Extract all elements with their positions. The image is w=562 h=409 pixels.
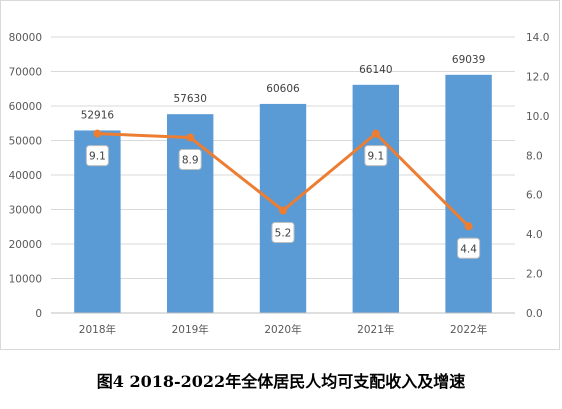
line-value-label: 4.4 [460, 243, 477, 255]
x-tick-label: 2018年 [79, 323, 116, 336]
y-left-tick-label: 10000 [9, 274, 42, 286]
line-label-box [85, 145, 109, 167]
bar-value-label: 66140 [359, 64, 392, 76]
line-value-label: 9.1 [89, 151, 106, 163]
line-point [371, 129, 380, 138]
line-point [93, 129, 102, 138]
line-point [279, 206, 287, 215]
y-left-tick-label: 70000 [9, 67, 42, 79]
y-left-tick-label: 60000 [9, 101, 42, 113]
bar-series [74, 74, 492, 313]
y-left-tick-label: 0 [35, 308, 42, 320]
y-right-tick-label: 0.0 [526, 308, 543, 320]
bar-value-label: 57630 [173, 93, 206, 105]
line-label-box [271, 221, 295, 243]
y-right-tick-label: 8.0 [526, 150, 543, 162]
bar [352, 84, 399, 313]
y-right-tick-label: 4.0 [526, 229, 543, 241]
y-right-tick-label: 14.0 [526, 32, 549, 44]
x-tick-label: 2019年 [172, 323, 209, 336]
y-left-tick-label: 40000 [9, 170, 42, 182]
axes: 0 10000 20000 30000 40000 50000 60000 70000 8000… [9, 32, 550, 336]
y-left-tick-label: 50000 [9, 136, 42, 148]
y-left-tick-label: 30000 [9, 205, 42, 217]
x-tick-label: 2022年 [450, 323, 487, 336]
y-right-tick-label: 6.0 [526, 190, 543, 202]
x-tick-label: 2021年 [357, 323, 394, 336]
line-label-box [364, 145, 388, 167]
data-labels: 52916 57630 60606 66140 69039 9.1 8.9 5.2 9.1 4.4 [81, 54, 485, 259]
line-value-label: 8.9 [182, 155, 199, 167]
y-right-tick-label: 10.0 [526, 111, 549, 123]
bar-value-label: 69039 [452, 54, 485, 66]
x-tick-label: 2020年 [264, 323, 301, 336]
line-point [186, 133, 195, 142]
line-label-box [457, 237, 481, 259]
bar-value-label: 60606 [266, 83, 300, 95]
y-left-tick-label: 20000 [9, 239, 42, 251]
figure-caption: 图4 2018-2022年全体居民人均可支配收入及增速 [96, 372, 466, 391]
combo-chart: 0 10000 20000 30000 40000 50000 60000 70000 8000… [9, 32, 550, 336]
y-left-tick-label: 80000 [9, 32, 42, 44]
bar [445, 74, 492, 313]
bar-value-label: 52916 [81, 109, 115, 121]
line-value-label: 9.1 [367, 151, 384, 163]
line-series [93, 129, 473, 231]
line-label-box [178, 149, 202, 171]
bar [167, 114, 214, 313]
y-right-tick-label: 12.0 [526, 71, 549, 83]
y-right-tick-label: 2.0 [526, 269, 543, 281]
line-value-label: 5.2 [275, 227, 292, 239]
chart-frame: 0 10000 20000 30000 40000 50000 60000 70000 8000… [0, 0, 560, 350]
line-point [464, 222, 473, 231]
